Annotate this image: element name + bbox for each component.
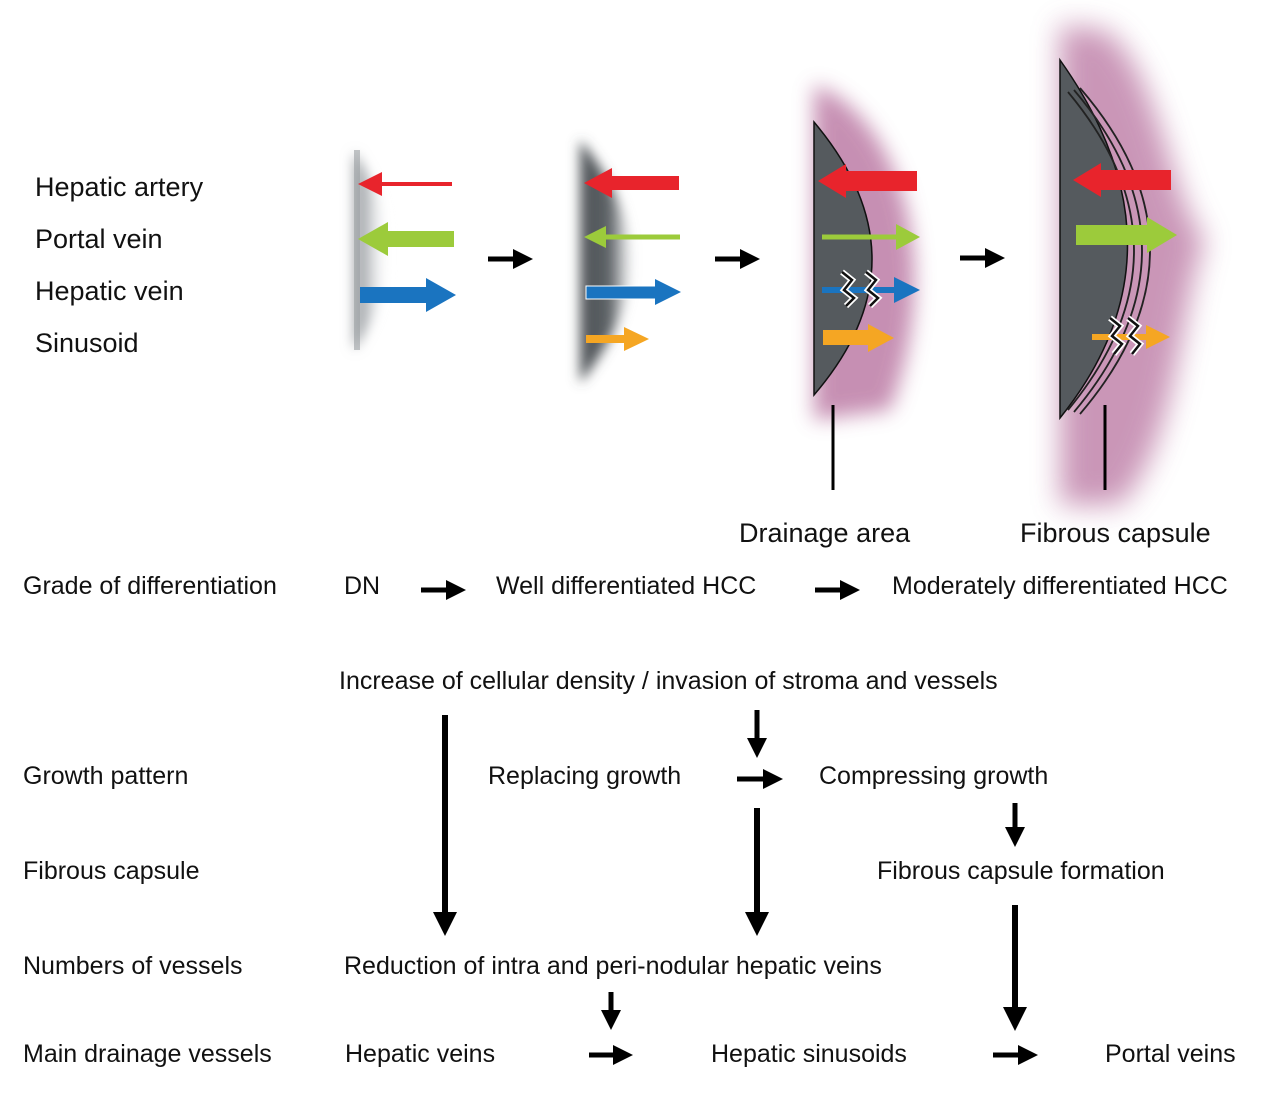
stage-2-sinusoid-arrow xyxy=(586,327,649,351)
flowchart-arrows xyxy=(433,710,1038,1065)
stage-3-portal-vein-arrow xyxy=(822,224,920,250)
stage-3-tumor xyxy=(813,119,873,398)
drainage-portal-veins: Portal veins xyxy=(1105,1040,1236,1068)
drainage-hepatic-veins: Hepatic veins xyxy=(345,1040,496,1068)
stage-1-hepatic-vein-arrow xyxy=(360,278,456,312)
stage-well-diff-label: Well differentiated HCC xyxy=(496,572,757,600)
legend-hepatic-vein: Hepatic vein xyxy=(35,276,184,306)
legend-hepatic-artery: Hepatic artery xyxy=(35,172,204,202)
stage-2-tumor xyxy=(580,140,630,383)
stage-3-hepatic-artery-arrow xyxy=(818,164,917,198)
stage-4-portal-vein-arrow xyxy=(1076,217,1177,253)
stage-2-nodule xyxy=(580,140,681,383)
stage-moderate-diff-label: Moderately differentiated HCC xyxy=(892,572,1228,600)
stage-transition-arrows xyxy=(488,248,1005,269)
stage-3-hepatic-vein-arrow xyxy=(822,269,920,309)
stage-2-portal-vein-arrow xyxy=(584,226,680,248)
legend-sinusoid: Sinusoid xyxy=(35,328,139,358)
grade-of-differentiation-label: Grade of differentiation xyxy=(23,572,277,600)
stage-2-hepatic-vein-arrow xyxy=(585,279,681,305)
stage-4-sinusoid-arrow xyxy=(1092,315,1170,356)
replacing-growth: Replacing growth xyxy=(488,762,682,790)
stage-3-sinusoid-arrow xyxy=(823,324,894,352)
fibrous-capsule-row-label: Fibrous capsule xyxy=(23,857,200,885)
numbers-of-vessels-label: Numbers of vessels xyxy=(23,952,243,980)
stage-dn-label: DN xyxy=(344,572,381,600)
stage-1-nodule xyxy=(354,150,456,350)
main-drainage-vessels-label: Main drainage vessels xyxy=(23,1040,272,1068)
stage-4-hepatic-artery-arrow xyxy=(1073,163,1171,197)
stage-4-nodule xyxy=(1059,25,1205,505)
drainage-hepatic-sinusoids: Hepatic sinusoids xyxy=(711,1040,907,1068)
drainage-area-label: Drainage area xyxy=(739,518,911,548)
flow-header: Increase of cellular density / invasion … xyxy=(339,667,998,695)
stage-3-nodule xyxy=(813,85,920,490)
fibrous-capsule-label: Fibrous capsule xyxy=(1020,518,1211,548)
stage-2-hepatic-artery-arrow xyxy=(584,168,679,198)
fibrous-capsule-formation: Fibrous capsule formation xyxy=(877,857,1165,885)
compressing-growth: Compressing growth xyxy=(819,762,1049,790)
stage-1-portal-vein-arrow xyxy=(358,222,454,256)
legend-portal-vein: Portal vein xyxy=(35,224,163,254)
reduction-of-veins: Reduction of intra and peri-nodular hepa… xyxy=(344,952,882,980)
growth-pattern-label: Growth pattern xyxy=(23,762,189,790)
stage-1-hepatic-artery-arrow xyxy=(358,172,452,196)
